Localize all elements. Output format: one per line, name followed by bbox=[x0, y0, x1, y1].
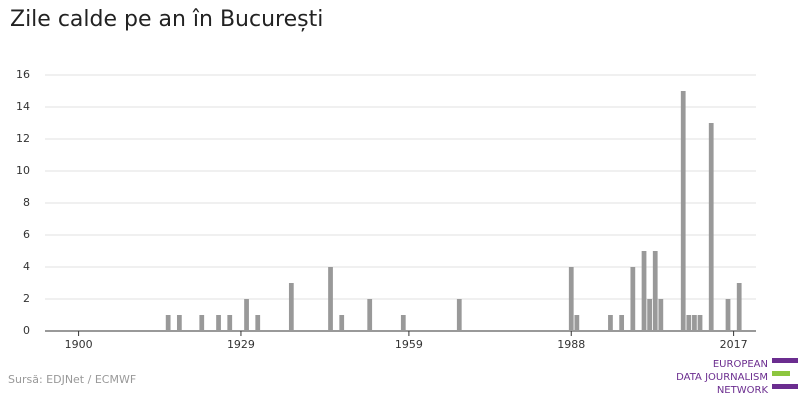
bar bbox=[697, 315, 703, 331]
bar bbox=[647, 299, 653, 331]
bar bbox=[244, 299, 249, 331]
x-tick-label: 1959 bbox=[395, 338, 423, 351]
bar bbox=[725, 299, 731, 331]
bar bbox=[216, 315, 221, 331]
bar bbox=[630, 267, 636, 331]
bar bbox=[328, 267, 333, 331]
y-tick-label: 2 bbox=[23, 292, 30, 305]
y-tick-label: 4 bbox=[23, 260, 30, 273]
bar bbox=[288, 283, 294, 331]
y-tick-label: 12 bbox=[16, 132, 30, 145]
x-tick-label: 2017 bbox=[720, 338, 748, 351]
bar bbox=[339, 315, 345, 331]
y-tick-label: 10 bbox=[16, 164, 30, 177]
bar bbox=[199, 315, 205, 331]
logo-text: EUROPEAN bbox=[713, 359, 768, 370]
x-tick-label: 1929 bbox=[227, 338, 255, 351]
bar bbox=[255, 315, 261, 331]
logo-bar bbox=[772, 371, 790, 376]
logo: EUROPEAN DATA JOURNALISM NETWORK bbox=[676, 358, 798, 396]
bar bbox=[736, 283, 742, 331]
source: Sursă: EDJNet / ECMWF bbox=[8, 373, 136, 386]
bar bbox=[367, 299, 373, 331]
logo-bar bbox=[772, 384, 798, 389]
bar bbox=[658, 299, 664, 331]
bar bbox=[692, 315, 697, 331]
bar bbox=[652, 251, 658, 331]
bar bbox=[708, 123, 714, 331]
bar bbox=[574, 315, 580, 331]
bar bbox=[680, 91, 686, 331]
x-tick-label: 1900 bbox=[65, 338, 93, 351]
bar bbox=[608, 315, 613, 331]
bar bbox=[456, 299, 462, 331]
bar bbox=[619, 315, 625, 331]
y-tick-label: 14 bbox=[16, 100, 30, 113]
logo-text: NETWORK bbox=[717, 385, 769, 396]
y-tick-label: 16 bbox=[16, 68, 30, 81]
y-tick-label: 0 bbox=[23, 324, 30, 337]
bar bbox=[400, 315, 406, 331]
bar bbox=[176, 315, 182, 331]
logo-text: DATA JOURNALISM bbox=[676, 372, 768, 383]
logo-bar bbox=[772, 358, 798, 363]
y-tick-label: 6 bbox=[23, 228, 30, 241]
y-tick-label: 8 bbox=[23, 196, 30, 209]
bar bbox=[227, 315, 233, 331]
chart-title: Zile calde pe an în București bbox=[10, 7, 323, 32]
bar bbox=[165, 315, 171, 331]
bar bbox=[641, 251, 647, 331]
bar bbox=[568, 267, 574, 331]
x-tick-label: 1988 bbox=[557, 338, 585, 351]
bar bbox=[686, 315, 692, 331]
